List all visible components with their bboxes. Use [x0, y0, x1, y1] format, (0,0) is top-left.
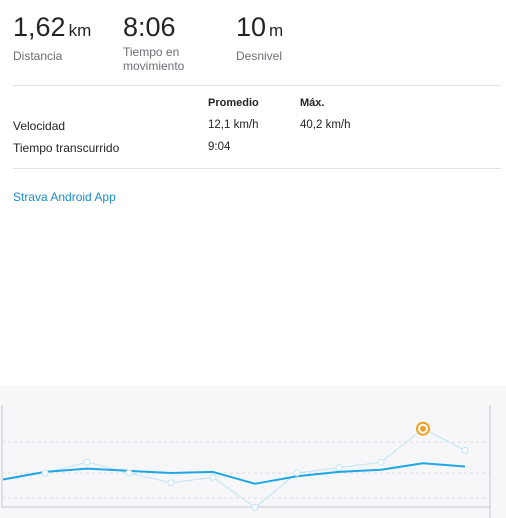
elevation-value: 10 — [236, 12, 267, 42]
strava-app-link[interactable]: Strava Android App — [13, 190, 116, 204]
chart-point — [377, 458, 385, 466]
chart-panel — [0, 385, 506, 518]
speed-max: 40,2 km/h — [300, 119, 351, 131]
elevation-label: Desnivel — [236, 49, 283, 63]
chart-series-secondary-line — [44, 428, 466, 509]
row-label-elapsed-time: Tiempo transcurrido — [13, 141, 120, 155]
chart-point — [251, 504, 259, 512]
divider — [13, 85, 501, 86]
header-average: Promedio — [208, 97, 259, 109]
divider — [13, 168, 501, 169]
stat-moving-time: 8:06 Tiempo en movimiento — [123, 12, 213, 73]
distance-label: Distancia — [13, 49, 63, 63]
stats-summary: 1,62 km Distancia 8:06 Tiempo en movimien… — [0, 0, 506, 86]
elevation-unit: m — [269, 21, 284, 40]
speed-average: 12,1 km/h — [208, 119, 259, 131]
speed-chart — [1, 405, 491, 518]
chart-point — [41, 469, 49, 477]
distance-value: 1,62 — [13, 12, 66, 42]
stat-distance: 1,62 km Distancia — [13, 12, 91, 63]
header-max: Máx. — [300, 97, 325, 109]
chart-series-primary-line — [2, 462, 466, 485]
chart-point — [209, 473, 217, 481]
distance-unit: km — [68, 21, 92, 40]
stat-elevation: 10 m Desnivel — [236, 12, 283, 63]
chart-point — [461, 446, 469, 454]
chart-point — [125, 469, 133, 477]
elapsed-time-average: 9:04 — [208, 141, 231, 153]
chart-point — [335, 464, 343, 472]
moving-time-label: Tiempo en movimiento — [123, 45, 185, 73]
moving-time-value: 8:06 — [123, 12, 176, 42]
chart-point — [167, 479, 175, 487]
row-label-speed: Velocidad — [13, 119, 66, 133]
chart-point — [83, 458, 91, 466]
stats-table: Promedio Máx. Velocidad 12,1 km/h 40,2 k… — [0, 85, 506, 168]
chart-highlight-point-center — [420, 425, 426, 432]
chart-point — [293, 469, 301, 477]
